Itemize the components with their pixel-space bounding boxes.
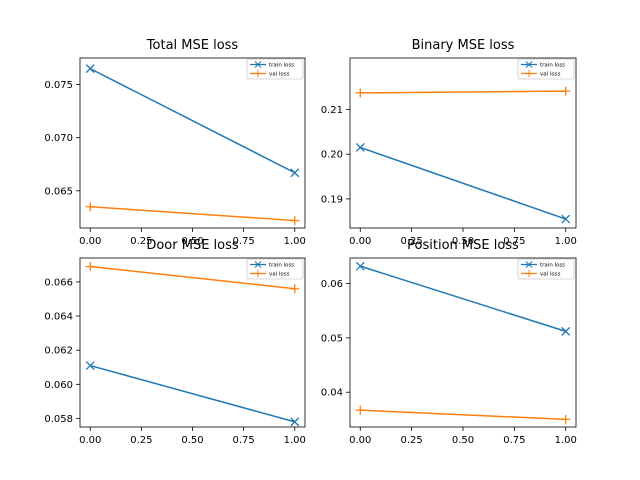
data-point [290,168,300,178]
data-point [561,414,571,424]
series-line-val-loss [360,90,566,94]
axes-frame [79,57,306,229]
y-tick-label: 0.066 [44,277,73,288]
legend-marker [525,270,533,277]
y-tick-label: 0.04 [321,388,343,399]
chart-4: Position MSE loss 0.00 0.25 0.50 0.75 1.00 0.0… [321,238,577,446]
data-point [355,88,365,98]
legend: train loss val loss [246,258,304,280]
data-point [85,361,95,371]
y-tick-label: 0.21 [321,105,343,116]
legend: train loss val loss [517,58,575,80]
x-tick-label: 1.00 [555,236,577,247]
data-point [561,86,571,96]
axes-frame [349,57,577,229]
x-tick-label: 1.00 [284,435,306,446]
axes-frame [349,257,577,428]
axes-frame [79,257,306,428]
legend-label: train loss [269,263,294,269]
legend-label: train loss [540,63,565,69]
legend-label: val loss [269,272,290,278]
x-tick-label: 0.75 [233,435,255,446]
data-point [355,405,365,415]
data-point [290,284,300,294]
y-tick-label: 0.064 [44,312,73,323]
data-point [355,143,365,152]
legend: train loss val loss [246,58,304,80]
x-tick-label: 0.00 [79,236,101,247]
data-point [85,64,95,74]
data-point [290,216,300,226]
legend-label: val loss [540,272,561,278]
data-point [355,261,365,271]
legend-marker [525,70,533,77]
data-point [561,214,571,224]
x-tick-label: 1.00 [284,236,306,247]
x-tick-label: 0.75 [503,236,525,247]
data-point [290,417,300,427]
data-point [561,326,571,336]
y-tick-label: 0.070 [44,133,73,144]
series-line-val-loss [90,206,295,222]
y-tick-label: 0.058 [44,414,73,425]
chart-title: Total MSE loss [146,38,239,53]
legend-label: val loss [540,72,561,78]
data-point [85,262,95,272]
series-line-val-loss [90,265,295,290]
legend-marker [254,270,262,277]
x-tick-label: 0.00 [349,236,371,247]
chart-title: Binary MSE loss [412,38,515,53]
x-tick-label: 0.00 [349,435,371,446]
x-tick-label: 0.25 [130,435,152,446]
y-tick-label: 0.060 [44,380,73,391]
x-tick-label: 0.50 [452,435,474,446]
x-tick-label: 0.50 [181,435,203,446]
legend-marker [254,61,262,68]
legend: train loss val loss [517,258,575,280]
y-tick-label: 0.075 [44,80,73,91]
x-tick-label: 0.25 [130,236,152,247]
x-tick-label: 0.25 [401,236,423,247]
y-tick-label: 0.19 [321,194,343,205]
legend-marker [525,61,533,68]
y-tick-label: 0.05 [321,333,343,344]
chart-title: Door MSE loss [146,238,239,253]
series-line-train-loss [89,67,296,174]
chart-title: Position MSE loss [407,238,519,253]
x-tick-label: 0.25 [401,435,423,446]
legend-marker [254,261,262,268]
legend-label: val loss [269,72,290,78]
legend-label: train loss [269,63,294,69]
y-tick-label: 0.062 [44,346,73,357]
x-tick-label: 0.50 [181,236,203,247]
legend-label: train loss [540,263,565,269]
x-tick-label: 0.75 [233,236,255,247]
y-tick-label: 0.06 [321,279,343,290]
chart-3: Door MSE loss 0.00 0.25 0.50 0.75 1.00 0.058 0.… [44,238,306,446]
x-tick-label: 0.00 [79,435,101,446]
x-tick-label: 0.75 [503,435,525,446]
legend-marker [254,70,262,77]
series-line-train-loss [360,265,566,333]
x-tick-label: 0.50 [452,236,474,247]
series-line-val-loss [360,409,566,421]
chart-2: Binary MSE loss 0.00 0.25 0.50 0.75 1.00 0.19 0… [321,38,577,247]
y-tick-label: 0.065 [44,186,73,197]
y-tick-label: 0.20 [321,150,343,161]
chart-1: Total MSE loss 0.00 0.25 0.50 0.75 1.00 0.065 0… [44,38,306,247]
series-line-train-loss [90,364,295,423]
series-line-train-loss [360,146,566,220]
x-tick-label: 1.00 [555,435,577,446]
legend-marker [525,261,533,268]
data-point [85,202,95,212]
